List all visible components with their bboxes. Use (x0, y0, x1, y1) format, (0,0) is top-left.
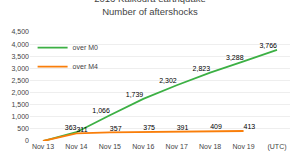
svg-text:2,000: 2,000 (11, 89, 29, 96)
svg-text:1,000: 1,000 (11, 113, 29, 120)
svg-text:3,766: 3,766 (259, 42, 277, 49)
svg-text:2016 Kaikoura earthquakeNumber: 2016 Kaikoura earthquakeNumber of afters… (94, 0, 205, 17)
svg-text:Nov 13: Nov 13 (32, 143, 54, 150)
svg-text:4,000: 4,000 (11, 41, 29, 48)
svg-text:3,288: 3,288 (226, 54, 244, 61)
svg-text:2,823: 2,823 (193, 65, 211, 72)
svg-text:Nov 14: Nov 14 (65, 143, 87, 150)
svg-text:Nov 19: Nov 19 (232, 143, 254, 150)
svg-text:2,500: 2,500 (11, 77, 29, 84)
svg-text:Nov 16: Nov 16 (132, 143, 154, 150)
svg-text:over M0: over M0 (73, 44, 98, 51)
svg-text:Nov 17: Nov 17 (166, 143, 188, 150)
svg-text:3,000: 3,000 (11, 65, 29, 72)
svg-text:363: 363 (65, 124, 77, 131)
svg-text:Nov 18: Nov 18 (199, 143, 221, 150)
svg-text:409: 409 (210, 123, 222, 130)
svg-text:1,739: 1,739 (126, 91, 144, 98)
svg-text:500: 500 (17, 125, 29, 132)
svg-text:1,066: 1,066 (92, 107, 110, 114)
svg-text:1,500: 1,500 (11, 101, 29, 108)
svg-text:4,500: 4,500 (11, 28, 29, 35)
svg-text:over M4: over M4 (73, 63, 98, 70)
svg-text:2,302: 2,302 (159, 77, 177, 84)
svg-text:3,500: 3,500 (11, 53, 29, 60)
svg-text:0: 0 (25, 137, 29, 144)
svg-text:(UTC): (UTC) (267, 143, 286, 151)
svg-text:375: 375 (143, 124, 155, 131)
svg-text:391: 391 (177, 124, 189, 131)
svg-text:Nov 15: Nov 15 (99, 143, 121, 150)
svg-text:413: 413 (244, 123, 256, 130)
svg-text:357: 357 (110, 125, 122, 132)
svg-text:311: 311 (76, 126, 87, 133)
